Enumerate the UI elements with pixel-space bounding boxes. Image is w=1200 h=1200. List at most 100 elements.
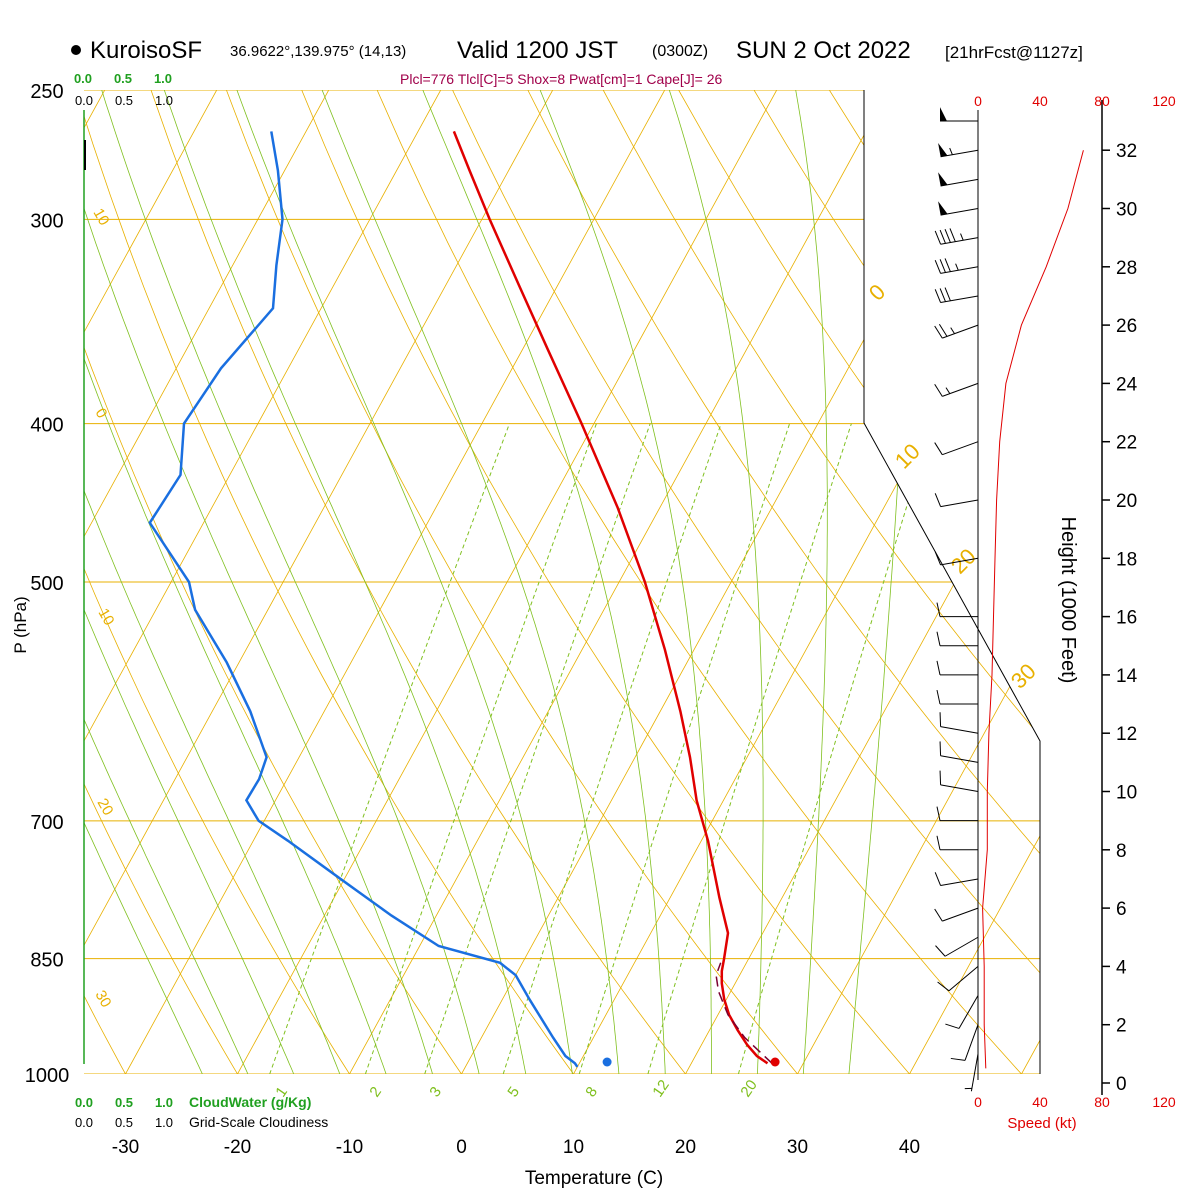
- moist-adiabat: [416, 90, 667, 1074]
- height-tick-label: 8: [1116, 841, 1127, 862]
- wind-barb-staff: [940, 237, 979, 245]
- mixing-ratio-line: [269, 423, 510, 1074]
- wind-barb-flag: [937, 981, 950, 992]
- parcel-profile-line: [715, 962, 773, 1064]
- speed-tick-top: 120: [1152, 93, 1176, 109]
- wind-barb-flag: [934, 325, 943, 339]
- isotherm-line: [84, 90, 554, 1074]
- wind-barb-flag: [934, 872, 942, 886]
- wind-barb: [936, 806, 978, 822]
- wind-barb: [935, 936, 979, 957]
- wind-barb-flag: [934, 259, 942, 274]
- surface-dewpoint-dot: [602, 1057, 612, 1067]
- right-isotherm-label: 0: [864, 279, 890, 305]
- wind-barb-flag: [936, 602, 941, 617]
- speed-tick-top: 40: [1032, 93, 1048, 109]
- wind-barb-flag: [939, 259, 946, 273]
- height-tick-label: 12: [1116, 724, 1137, 745]
- temperature-profile-line: [452, 130, 769, 1065]
- wind-barb: [936, 660, 978, 676]
- moist-adiabat: [84, 90, 264, 1074]
- moist-adiabat: [231, 90, 578, 1074]
- pressure-tick-label: 1000: [25, 1065, 70, 1087]
- wind-barb-staff: [970, 1053, 979, 1092]
- cloudiness-bottom-label: 0.0: [75, 1115, 93, 1130]
- wind-barb-flag: [939, 229, 946, 244]
- isotherm-line: [1021, 90, 1040, 1074]
- mixing-ratio-label: 8: [582, 1084, 601, 1101]
- wind-barb: [938, 201, 979, 216]
- temperature-tick-label: 20: [675, 1137, 696, 1158]
- wind-barb-staff: [942, 382, 979, 397]
- moist-adiabat: [96, 90, 488, 1074]
- cloudiness-scale-label: 1.0: [155, 93, 173, 108]
- wind-barb: [934, 907, 979, 922]
- wind-barb: [936, 631, 978, 647]
- moist-adiabat: [84, 90, 354, 1074]
- height-tick-label: 30: [1116, 200, 1137, 221]
- dry-adiabat: [376, 90, 1040, 1074]
- dry-adiabat: [527, 90, 1040, 1074]
- wind-barb-flag: [936, 835, 941, 850]
- speed-tick-top: 0: [974, 93, 982, 109]
- wind-barb: [934, 493, 979, 508]
- dry-adiabat: [150, 90, 713, 1074]
- wind-barb: [934, 228, 979, 245]
- surface-temp-dot: [770, 1057, 780, 1067]
- height-axis-title: Height (1000 Feet): [1057, 517, 1079, 684]
- mixing-ratio-line: [424, 423, 651, 1074]
- mixing-ratio-line: [364, 423, 597, 1074]
- wind-barb-staff: [964, 1024, 979, 1061]
- pressure-tick-label: 500: [30, 573, 63, 595]
- temperature-tick-label: 0: [456, 1137, 467, 1158]
- location-coords: 36.9622°,139.975° (14,13): [230, 43, 406, 60]
- cloudiness-scale-label: 0.0: [74, 71, 92, 86]
- left-isotherm-label: 10: [95, 606, 118, 629]
- dry-adiabat: [452, 90, 1040, 1074]
- pressure-tick-label: 300: [30, 210, 63, 232]
- wind-barb: [938, 172, 979, 187]
- zulu-time: (0300Z): [652, 43, 708, 60]
- wind-barb-staff: [940, 755, 979, 763]
- dewpoint-profile-line: [148, 131, 579, 1068]
- speed-tick-bottom: 40: [1032, 1094, 1048, 1110]
- mixing-ratio-line: [502, 423, 722, 1074]
- cloudiness-bottom-label: 0.5: [115, 1115, 133, 1130]
- left-isotherm-label: 0: [92, 406, 111, 422]
- pressure-tick-label: 250: [30, 81, 63, 103]
- moist-adiabat: [84, 90, 309, 1074]
- moist-adiabat: [533, 90, 712, 1074]
- wind-barb-flag: [949, 228, 956, 242]
- wind-barb-flag: [934, 551, 942, 566]
- speed-tick-top: 80: [1094, 93, 1110, 109]
- dry-adiabat: [84, 90, 259, 1074]
- wind-barb: [934, 258, 979, 274]
- wind-barb-flag: [944, 287, 951, 302]
- speed-tick-bottom: 120: [1152, 1094, 1176, 1110]
- wind-barb-pennant: [940, 107, 947, 122]
- cloudiness-scale-label: 0.5: [114, 71, 132, 86]
- cloudwater-scale-label: 1.0: [155, 1095, 173, 1110]
- moist-adiabat: [792, 90, 828, 1074]
- mixing-ratio-line: [647, 423, 852, 1074]
- speed-tick-bottom: 0: [974, 1094, 982, 1110]
- wind-barb: [934, 382, 979, 397]
- wind-barb-flag: [934, 289, 942, 303]
- wind-barb: [937, 966, 979, 992]
- height-tick-label: 6: [1116, 899, 1127, 920]
- wind-speed-line: [982, 150, 1084, 1069]
- wind-barb: [939, 770, 979, 792]
- speed-axis-title: Speed (kt): [1007, 1115, 1076, 1132]
- dry-adiabat: [226, 90, 827, 1074]
- wind-barb: [940, 107, 978, 122]
- temperature-tick-label: -10: [336, 1137, 363, 1158]
- temperature-tick-label: 40: [899, 1137, 920, 1158]
- height-tick-label: 10: [1116, 783, 1137, 804]
- cloudiness-scale-label: 0.5: [115, 93, 133, 108]
- dry-adiabat: [828, 90, 1040, 1074]
- isotherm-line: [84, 90, 330, 1074]
- title-bullet-icon: [71, 45, 81, 55]
- dry-adiabat: [678, 90, 1040, 1074]
- moist-adiabat: [84, 90, 219, 1074]
- wind-barb: [950, 1024, 979, 1061]
